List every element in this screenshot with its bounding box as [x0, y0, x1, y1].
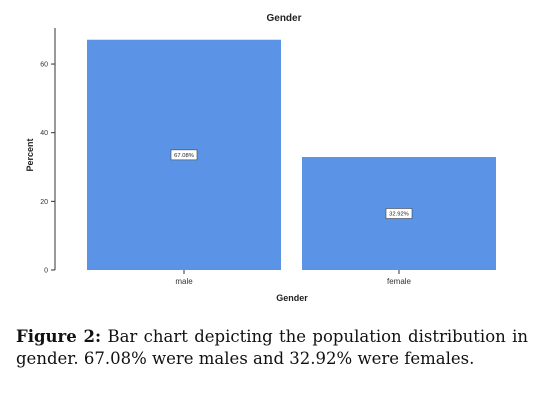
y-axis-title: Percent — [25, 138, 35, 171]
data-label-text: 67.08% — [174, 153, 194, 159]
chart-title: Gender — [266, 13, 301, 24]
y-tick-label: 20 — [40, 199, 48, 206]
x-tick-label: male — [175, 277, 193, 286]
figure-caption: Figure 2: Bar chart depicting the popula… — [16, 326, 528, 370]
caption-label: Figure 2: — [16, 327, 102, 346]
bar-chart: Gender Percent Gender 0 20 40 60 male 67.08%… — [25, 13, 496, 303]
y-tick-label: 60 — [40, 62, 48, 69]
caption-text: Bar chart depicting the population distr… — [16, 327, 529, 368]
data-label-box — [170, 149, 198, 161]
data-label-box — [385, 208, 413, 219]
y-tick-label: 40 — [40, 130, 48, 137]
data-label-female: 32.92% — [385, 208, 413, 219]
x-axis-title: Gender — [276, 293, 308, 303]
x-tick-label: female — [387, 277, 412, 286]
data-label-text: 32.92% — [389, 212, 409, 218]
data-label-male: 67.08% — [170, 149, 198, 161]
y-tick-label: 0 — [44, 268, 48, 275]
